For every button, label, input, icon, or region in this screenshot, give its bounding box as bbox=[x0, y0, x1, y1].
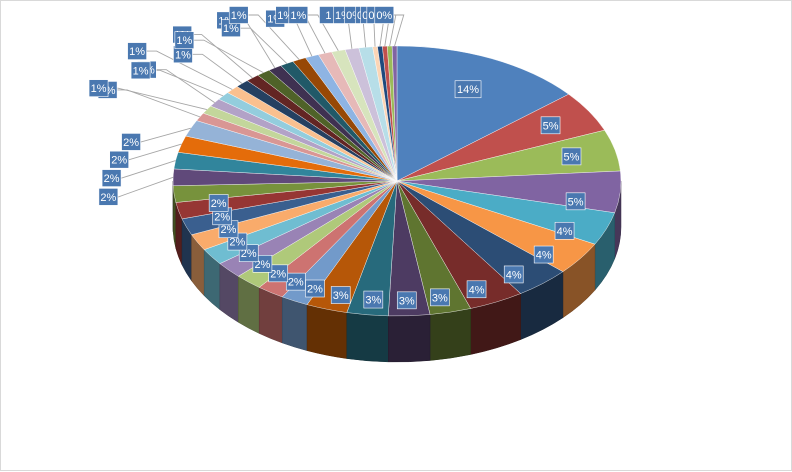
leader-line bbox=[108, 88, 207, 109]
pie-slice-side bbox=[307, 305, 347, 359]
pie-slice-side bbox=[388, 315, 430, 362]
data-label: 1 bbox=[325, 10, 331, 22]
leader-line bbox=[194, 40, 263, 73]
data-label: 5% bbox=[543, 120, 559, 132]
data-label: 2% bbox=[221, 224, 237, 236]
pie-slice-side bbox=[347, 313, 388, 362]
data-label: 4% bbox=[469, 284, 485, 296]
pie-top bbox=[173, 46, 621, 316]
data-label: 3% bbox=[399, 295, 415, 307]
leader-line bbox=[117, 90, 200, 117]
leader-line bbox=[285, 19, 312, 56]
data-label: 2% bbox=[100, 192, 116, 204]
data-label: 2% bbox=[307, 284, 323, 296]
data-label: 2% bbox=[229, 237, 245, 249]
data-label: 2% bbox=[111, 155, 127, 167]
data-label: 1% bbox=[175, 49, 191, 61]
data-label: 1% bbox=[129, 46, 145, 58]
data-label: 2% bbox=[214, 211, 230, 223]
data-label: 2% bbox=[211, 198, 227, 210]
data-label: 1% bbox=[91, 83, 107, 95]
data-label: 1% bbox=[223, 23, 239, 35]
data-label: 4% bbox=[557, 226, 573, 238]
data-label: 2% bbox=[288, 277, 304, 289]
data-label: 5% bbox=[568, 196, 584, 208]
data-label: 5% bbox=[564, 151, 580, 163]
data-label: 4% bbox=[506, 269, 522, 281]
data-label: 2% bbox=[104, 173, 120, 185]
leader-line bbox=[156, 70, 214, 103]
data-label: 3% bbox=[365, 295, 381, 307]
data-label: 2% bbox=[123, 137, 139, 149]
pie-slice-side bbox=[430, 308, 471, 360]
data-label: 0% bbox=[376, 10, 392, 22]
leader-line bbox=[133, 128, 191, 142]
data-label: 1% bbox=[133, 65, 149, 77]
data-label: 4% bbox=[536, 250, 552, 262]
leader-line bbox=[240, 28, 286, 63]
data-label: 14% bbox=[457, 84, 479, 96]
data-label: 3% bbox=[432, 292, 448, 304]
data-label: 1% bbox=[290, 10, 306, 22]
leader-line bbox=[192, 35, 253, 78]
data-label: 1% bbox=[176, 35, 192, 47]
leader-line bbox=[192, 54, 242, 83]
data-label: 3% bbox=[333, 290, 349, 302]
data-label: 2% bbox=[270, 268, 286, 280]
data-label: 1% bbox=[231, 10, 247, 22]
pie-slice-side bbox=[282, 297, 307, 351]
